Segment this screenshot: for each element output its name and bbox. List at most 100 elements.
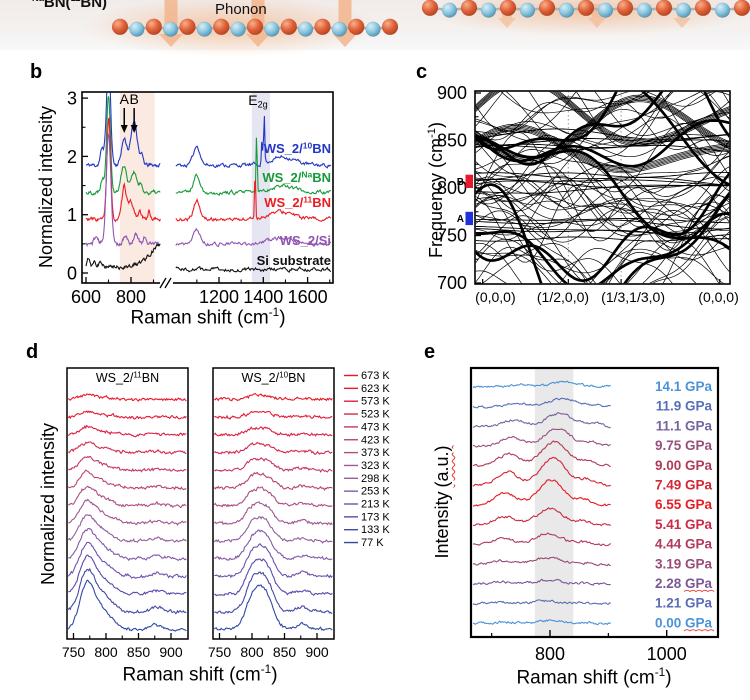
spectrum-curve [67,469,187,491]
spectrum-curve [214,529,333,561]
spectrum-curve [472,428,611,448]
spectrum-curve [472,397,611,409]
subplot-title: WS_2/11BN [96,371,159,385]
spectrum-curve [214,543,333,579]
boron-atom-icon [297,21,314,37]
series-label: Si substrate [257,253,331,268]
spellcheck-squiggle-icon [683,629,715,632]
spectrum-curve [175,115,332,169]
spectrum-curve [214,392,333,402]
spectrum-curve [67,541,187,579]
phonon-band [475,171,730,182]
panel-d-ylabel: Normalized intensity [38,422,58,586]
spectrum-curve [214,558,333,597]
legend-label: 523 K [361,409,390,421]
spectrum-curve [213,584,333,631]
phonon-band [475,140,730,208]
mode-marker-label: B [457,177,464,188]
phonon-band [475,176,730,232]
pressure-label: 11.9 GPa [656,399,713,414]
nitrogen-atom-icon [280,18,298,36]
phonon-band [528,91,674,135]
x-tick-label: 900 [305,644,329,660]
pressure-label: 6.55 GPa [655,497,713,512]
legend-label: 173 K [361,511,390,523]
spectrum-curve [472,532,612,547]
pressure-label: 11.1 GPa [656,418,713,433]
spectrum-curve [68,554,187,596]
nitrogen-atom-icon [381,18,399,36]
phonon-band [475,212,730,284]
pressure-label: 5.41 GPa [655,517,713,532]
y-tick-label: 3 [67,89,77,109]
nitrogen-atom-icon [499,0,517,17]
y-tick-label: 1 [67,205,77,225]
spectrum-curve [472,440,611,468]
spectrum-curve [67,441,187,455]
phonon-band [475,116,730,212]
x-tick-label: 900 [159,644,183,660]
spectrum-curve [472,479,611,507]
panel-a-isotope-label: NaBN(11BN) [32,0,108,11]
panel-b-raman-plot: WS_2/10BN WS_2/NaBN WS_2/11BN WS_2/Si Si sub… [67,89,334,307]
axis-break-gap [160,278,173,288]
spectrum-curve [213,486,333,508]
boron-atom-icon [230,21,246,37]
x-tick-label: 1600 [288,287,328,307]
phonon-band [475,112,730,158]
phonon-band [475,123,730,167]
boron-atom-icon [196,21,213,37]
phonon-band [475,172,730,283]
spectra-curves [472,380,612,626]
phonon-band [475,251,724,284]
phonon-band [559,247,673,284]
phonon-band [475,183,730,284]
nitrogen-atom-icon [421,0,439,17]
legend-label: 673 K [361,370,390,382]
boron-atom-icon [597,2,614,18]
annotation-arrow-icon [120,125,128,133]
subplot-title: WS_2/10BN [242,371,306,385]
x-tick-label: 800 [240,644,264,660]
nitrogen-atom-icon [616,0,634,17]
legend-label: 323 K [361,460,390,472]
plot-frame [81,91,334,284]
panel-e-pressure-raman: 14.1 GPa 11.9 GPa 11.1 GPa 9.75 GPa 9.00 GPa… [469,366,720,664]
plot-frame [66,367,189,640]
legend-label: 298 K [361,473,390,485]
spectrum-curve [472,380,611,389]
spectrum-curve [67,410,187,420]
k-point-label: (1/2,0,0) [537,289,589,305]
phonon-band [481,201,730,284]
spectrum-curve [472,556,611,567]
panel-d-letter: d [26,341,39,363]
panel-a-illustration [82,0,750,57]
nitrogen-atom-icon [145,18,163,36]
phonon-band [475,119,730,168]
panel-b-letter: b [30,61,43,83]
nitrogen-atom-icon [314,18,331,36]
axis-break-icon [159,277,167,289]
spectrum-curve [472,619,612,626]
nitrogen-atom-icon [733,0,750,17]
panel-e-ylabel-main: Intensity [432,491,452,559]
x-tick-label: 800 [535,644,565,664]
spectrum-curve [213,426,333,438]
phonon-band [475,131,730,212]
spectrum-curve [472,456,611,487]
spectrum-curve [68,455,187,473]
pressure-label: 4.44 GPa [655,537,713,552]
panel-d-temperature-raman: WS_2/11BN 750 800 850 900 WS_2/10BN 750 800 850 9… [62,367,390,660]
spectrum-curve [67,567,187,615]
legend-label: 133 K [361,524,390,536]
x-tick-label: 1200 [199,287,239,307]
panel-d-xlabel: Raman shift (cm-1) [122,663,278,686]
spectrum-curve [85,117,161,223]
y-tick-label: 2 [67,147,77,167]
legend-label: 473 K [361,421,390,433]
x-tick-label: 1000 [647,644,687,664]
phonon-band [475,97,730,160]
boron-atom-icon [519,2,536,18]
boron-atom-icon [162,21,179,37]
